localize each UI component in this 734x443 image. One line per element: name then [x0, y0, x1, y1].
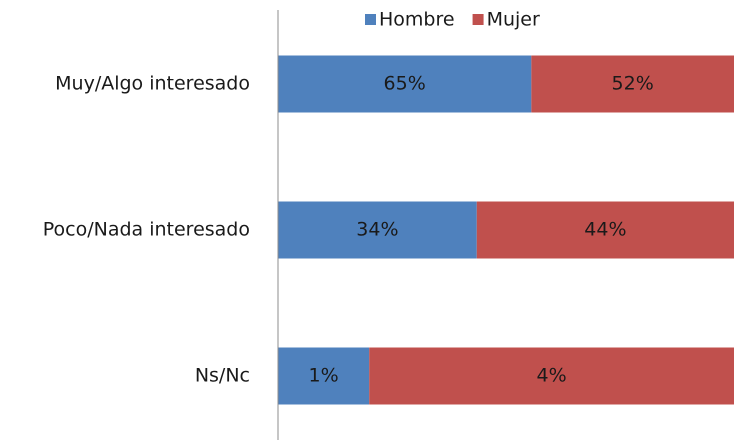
y-tick-label: Muy/Algo interesado	[55, 73, 250, 95]
bar-segment	[278, 347, 370, 405]
data-label: 44%	[584, 219, 626, 241]
data-label: 1%	[309, 365, 339, 387]
bar-segment	[278, 55, 532, 113]
bar-segment	[369, 347, 734, 405]
data-label: 4%	[537, 365, 567, 387]
data-label: 34%	[356, 219, 398, 241]
legend-label: Mujer	[487, 9, 540, 31]
data-label: 52%	[612, 73, 654, 95]
legend-swatch	[365, 14, 376, 25]
data-label: 65%	[384, 73, 426, 95]
bar-segment	[278, 201, 477, 259]
y-tick-label: Ns/Nc	[195, 365, 250, 387]
bar-segment	[476, 201, 734, 259]
y-tick-label: Poco/Nada interesado	[43, 219, 250, 241]
bar-segment	[531, 55, 734, 113]
legend-swatch	[472, 14, 484, 25]
legend-label: Hombre	[379, 9, 455, 31]
